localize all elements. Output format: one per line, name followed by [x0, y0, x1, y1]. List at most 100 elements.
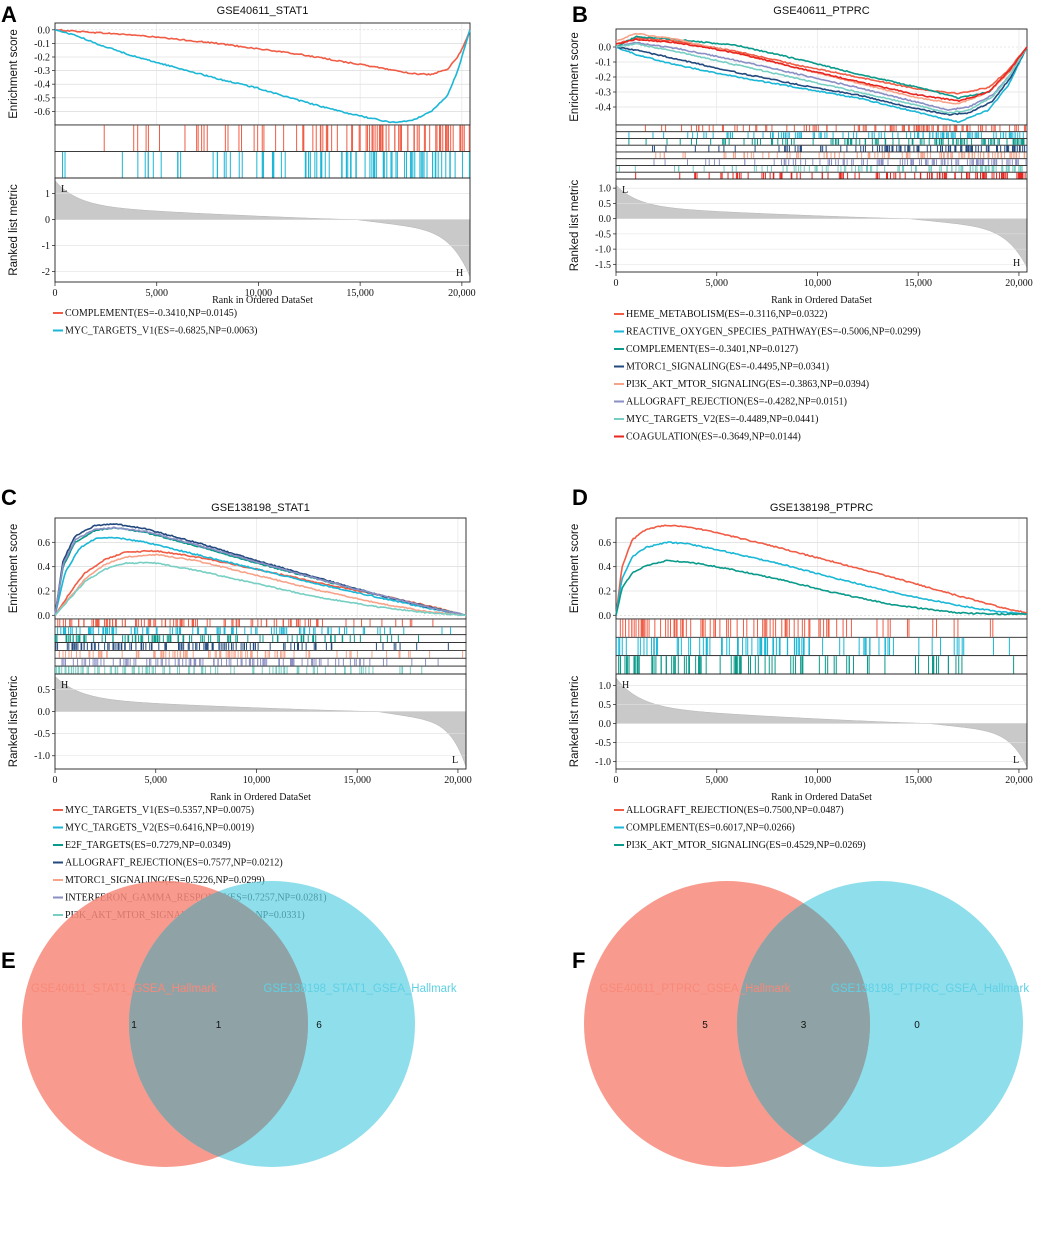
- metric-tick-label: 0.5: [599, 199, 612, 210]
- venn-label-a: GSE40611_PTPRC_GSEA_Hallmark: [600, 983, 791, 995]
- es-tick-label: 0.2: [38, 587, 51, 598]
- metric-start-label: H: [622, 680, 629, 691]
- metric-frame: [54, 673, 467, 770]
- x-axis-label: Rank in Ordered DataSet: [771, 295, 872, 306]
- x-tick-label: 15,000: [904, 278, 932, 289]
- panel-f: F GSE40611_PTPRC_GSEA_Hallmark GSE138198_P…: [572, 881, 1029, 1167]
- panel-label: A: [1, 2, 17, 27]
- x-tick-label: 20,000: [1005, 278, 1033, 289]
- venn-count-a: 1: [131, 1020, 137, 1031]
- es-curve-complement: [615, 541, 1028, 616]
- metric-tick-label: 0.0: [599, 719, 612, 730]
- es-curve-interferon_gamma_response: [54, 526, 467, 617]
- legend-entry: ALLOGRAFT_REJECTION(ES=-0.4282,NP=0.0151…: [626, 397, 847, 408]
- x-tick-label: 5,000: [145, 288, 168, 299]
- panel-label: E: [1, 948, 16, 973]
- metric-ylabel: Ranked list metric: [8, 184, 20, 276]
- x-tick-label: 20,000: [444, 775, 472, 786]
- es-curve-mtorc1_signaling: [54, 553, 467, 617]
- x-tick-label: 15,000: [343, 775, 371, 786]
- hit-strip: [54, 665, 467, 675]
- metric-tick-label: 1: [45, 189, 50, 200]
- metric-frame: [615, 673, 1028, 770]
- metric-area: [615, 677, 1028, 768]
- metric-ylabel: Ranked list metric: [569, 180, 581, 272]
- chart-title: GSE40611_PTPRC: [773, 5, 869, 17]
- legend-entry: ALLOGRAFT_REJECTION(ES=0.7500,NP=0.0487): [626, 805, 844, 816]
- es-tick-label: -0.2: [34, 53, 50, 64]
- venn-count-b: 0: [914, 1020, 920, 1031]
- panel-label: F: [572, 948, 585, 973]
- metric-end-label: L: [1013, 755, 1019, 766]
- legend-entry: PI3K_AKT_MTOR_SIGNALING(ES=-0.3863,NP=0.…: [626, 379, 869, 390]
- panel-label: D: [572, 485, 588, 510]
- metric-tick-label: 1.0: [599, 184, 612, 195]
- metric-end-label: H: [456, 268, 463, 279]
- metric-area: [54, 675, 467, 767]
- es-curve-mtorc1_signaling: [615, 46, 1028, 116]
- es-curve-allograft_rejection: [615, 524, 1028, 616]
- metric-tick-label: -0.5: [595, 738, 611, 749]
- x-tick-label: 10,000: [245, 288, 273, 299]
- x-tick-label: 0: [53, 288, 58, 299]
- legend-entry: E2F_TARGETS(ES=0.7279,NP=0.0349): [65, 840, 231, 851]
- venn-label-b: GSE138198_PTPRC_GSEA_Hallmark: [831, 983, 1029, 995]
- es-tick-label: -0.4: [595, 103, 611, 114]
- legend-entry: ALLOGRAFT_REJECTION(ES=0.7577,NP=0.0212): [65, 858, 283, 869]
- hit-strip: [54, 626, 467, 636]
- metric-tick-label: 0.5: [599, 700, 612, 711]
- x-tick-label: 20,000: [448, 288, 476, 299]
- venn-label-b: GSE138198_STAT1_GSEA_Hallmark: [263, 983, 456, 995]
- metric-start-label: H: [61, 680, 68, 691]
- legend-entry: COMPLEMENT(ES=-0.3401,NP=0.0127): [626, 344, 798, 355]
- panel-e: E GSE40611_STAT1_GSEA_Hallmark GSE138198_S…: [1, 881, 457, 1167]
- es-curve-coagulation: [615, 38, 1028, 103]
- metric-tick-label: -1.0: [595, 245, 611, 256]
- venn-count-b: 6: [316, 1020, 322, 1031]
- x-tick-label: 5,000: [705, 775, 728, 786]
- venn-intersection: [737, 881, 870, 1167]
- hit-strip: [615, 618, 1028, 638]
- metric-area: [54, 179, 471, 277]
- x-axis-label: Rank in Ordered DataSet: [210, 792, 311, 803]
- x-axis-label: Rank in Ordered DataSet: [212, 295, 313, 306]
- es-curve-pi3k_akt_mtor_signaling: [54, 561, 467, 617]
- es-tick-label: -0.6: [34, 107, 50, 118]
- metric-end-label: H: [1013, 258, 1020, 269]
- venn-label-a: GSE40611_STAT1_GSEA_Hallmark: [31, 983, 217, 995]
- es-tick-label: -0.2: [595, 73, 611, 84]
- es-curve-heme_metabolism: [615, 36, 1028, 95]
- legend-entry: MYC_TARGETS_V2(ES=0.6416,NP=0.0019): [65, 823, 254, 834]
- x-tick-label: 15,000: [904, 775, 932, 786]
- venn-count-intersection: 1: [216, 1020, 222, 1031]
- legend-entry: HEME_METABOLISM(ES=-0.3116,NP=0.0322): [626, 309, 828, 320]
- metric-tick-label: -2: [42, 267, 50, 278]
- es-ylabel: Enrichment score: [8, 524, 20, 613]
- venn-count-a: 5: [702, 1020, 708, 1031]
- chart-title: GSE138198_PTPRC: [770, 502, 873, 514]
- legend-entry: MYC_TARGETS_V2(ES=-0.4489,NP=0.0441): [626, 414, 818, 425]
- legend-entry: COAGULATION(ES=-0.3649,NP=0.0144): [626, 432, 801, 443]
- es-tick-label: 0.2: [599, 587, 612, 598]
- metric-end-label: L: [452, 755, 458, 766]
- es-curve-pi3k_akt_mtor_signaling: [615, 559, 1027, 616]
- x-tick-label: 10,000: [804, 775, 832, 786]
- chart-title: GSE40611_STAT1: [217, 5, 309, 17]
- es-tick-label: -0.1: [595, 58, 611, 69]
- hit-strip: [615, 144, 1028, 153]
- es-tick-label: 0.6: [599, 538, 612, 549]
- es-tick-label: -0.4: [34, 80, 50, 91]
- es-frame: [54, 517, 467, 620]
- metric-tick-label: 0: [45, 215, 50, 226]
- es-tick-label: 0.4: [38, 562, 51, 573]
- x-tick-label: 0: [53, 775, 58, 786]
- legend-entry: MYC_TARGETS_V1(ES=0.5357,NP=0.0075): [65, 805, 254, 816]
- panel-b: B GSE40611_PTPRC 0.0 -0.1 -0.2 -0.3 -0.4 Enrich…: [569, 2, 1033, 443]
- hit-strip: [615, 158, 1028, 166]
- es-tick-label: 0.6: [38, 538, 51, 549]
- panel-label: C: [1, 485, 17, 510]
- metric-frame: [54, 177, 471, 283]
- es-curve-complement: [615, 35, 1028, 100]
- hit-strip: [615, 138, 1028, 146]
- x-axis-label: Rank in Ordered DataSet: [771, 792, 872, 803]
